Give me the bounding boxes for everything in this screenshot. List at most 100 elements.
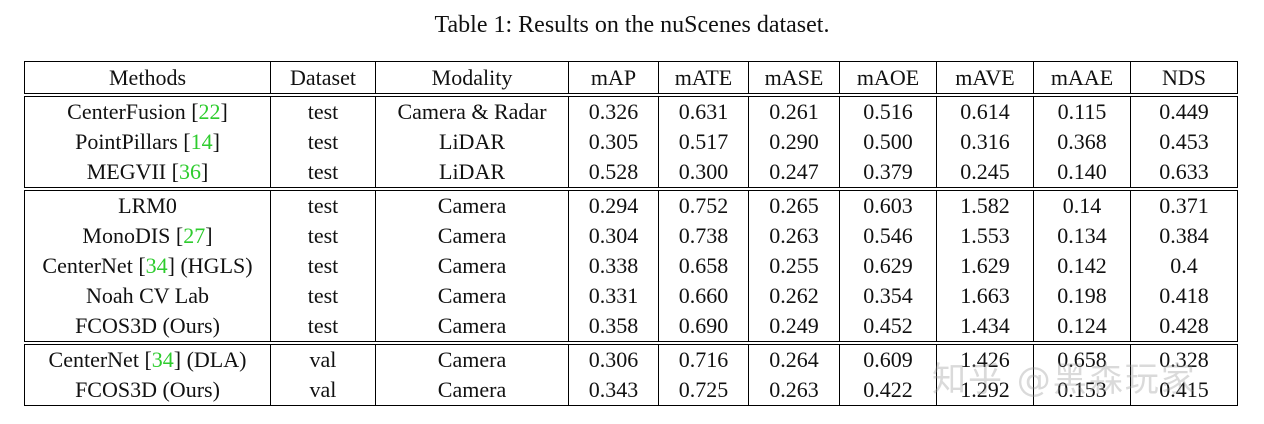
map-cell: 0.305 [568, 127, 659, 157]
mase-cell: 0.263 [748, 221, 840, 251]
modality-cell: Camera [375, 281, 569, 311]
method-variant: (DLA) [186, 347, 247, 372]
mate-cell: 0.752 [658, 187, 749, 221]
column-header: Dataset [270, 61, 376, 95]
table-row: FCOS3D (Ours) val Camera 0.343 0.725 0.263 0.4… [24, 375, 1238, 406]
method-cell: CenterFusion [22] [24, 93, 271, 127]
modality-cell: Camera [375, 375, 569, 406]
citation-link[interactable]: 14 [190, 129, 213, 154]
citation-link[interactable]: 27 [183, 223, 206, 248]
nds-cell: 0.328 [1130, 341, 1238, 375]
mate-cell: 0.631 [658, 93, 749, 127]
mave-cell: 1.292 [936, 375, 1034, 406]
citation-link[interactable]: 22 [198, 99, 221, 124]
table-body: CenterFusion [22] test Camera & Radar 0.326… [24, 93, 1238, 406]
method-name: MEGVII [86, 159, 167, 184]
maoe-cell: 0.354 [839, 281, 937, 311]
mate-cell: 0.738 [658, 221, 749, 251]
citation-link[interactable]: 34 [151, 347, 174, 372]
maoe-cell: 0.629 [839, 251, 937, 281]
dataset-cell: val [270, 341, 376, 375]
mave-cell: 1.426 [936, 341, 1034, 375]
maae-cell: 0.134 [1033, 221, 1131, 251]
method-name: PointPillars [75, 129, 178, 154]
table-row: MonoDIS [27] test Camera 0.304 0.738 0.263 0.5… [24, 221, 1238, 251]
column-header: NDS [1130, 61, 1238, 95]
method-cell: CenterNet [34] (HGLS) [24, 251, 271, 281]
maoe-cell: 0.516 [839, 93, 937, 127]
dataset-cell: test [270, 251, 376, 281]
modality-cell: Camera & Radar [375, 93, 569, 127]
maae-cell: 0.14 [1033, 187, 1131, 221]
mate-cell: 0.517 [658, 127, 749, 157]
map-cell: 0.343 [568, 375, 659, 406]
maoe-cell: 0.609 [839, 341, 937, 375]
nds-cell: 0.453 [1130, 127, 1238, 157]
nds-cell: 0.4 [1130, 251, 1238, 281]
mase-cell: 0.255 [748, 251, 840, 281]
maoe-cell: 0.379 [839, 157, 937, 189]
mave-cell: 0.245 [936, 157, 1034, 189]
dataset-cell: test [270, 281, 376, 311]
method-name: CenterFusion [67, 99, 186, 124]
results-table: Methods Dataset Modality mAP mATE mASE m… [24, 61, 1238, 406]
method-cell: CenterNet [34] (DLA) [24, 341, 271, 375]
method-name: Noah CV Lab [85, 283, 210, 308]
mate-cell: 0.660 [658, 281, 749, 311]
citation-link[interactable]: 34 [145, 253, 168, 278]
map-cell: 0.358 [568, 311, 659, 343]
mave-cell: 1.629 [936, 251, 1034, 281]
table-row: PointPillars [14] test LiDAR 0.305 0.517 0.29… [24, 127, 1238, 157]
maae-cell: 0.198 [1033, 281, 1131, 311]
maae-cell: 0.153 [1033, 375, 1131, 406]
dataset-cell: test [270, 311, 376, 343]
column-header: mAVE [936, 61, 1034, 95]
maae-cell: 0.142 [1033, 251, 1131, 281]
mate-cell: 0.690 [658, 311, 749, 343]
maoe-cell: 0.452 [839, 311, 937, 343]
map-cell: 0.326 [568, 93, 659, 127]
nds-cell: 0.449 [1130, 93, 1238, 127]
map-cell: 0.306 [568, 341, 659, 375]
mate-cell: 0.300 [658, 157, 749, 189]
dataset-cell: val [270, 375, 376, 406]
map-cell: 0.528 [568, 157, 659, 189]
dataset-cell: test [270, 93, 376, 127]
mave-cell: 0.316 [936, 127, 1034, 157]
mase-cell: 0.261 [748, 93, 840, 127]
citation-link[interactable]: 36 [178, 159, 201, 184]
mave-cell: 0.614 [936, 93, 1034, 127]
map-cell: 0.304 [568, 221, 659, 251]
modality-cell: Camera [375, 221, 569, 251]
column-header: Methods [24, 61, 271, 95]
modality-cell: Camera [375, 311, 569, 343]
mase-cell: 0.247 [748, 157, 840, 189]
method-cell: FCOS3D (Ours) [24, 375, 271, 406]
table-caption: Table 1: Results on the nuScenes dataset… [434, 12, 830, 38]
map-cell: 0.331 [568, 281, 659, 311]
mase-cell: 0.263 [748, 375, 840, 406]
nds-cell: 0.418 [1130, 281, 1238, 311]
mate-cell: 0.716 [658, 341, 749, 375]
mate-cell: 0.658 [658, 251, 749, 281]
mase-cell: 0.264 [748, 341, 840, 375]
method-name: CenterNet [48, 347, 139, 372]
column-header: mAOE [839, 61, 937, 95]
mave-cell: 1.663 [936, 281, 1034, 311]
mase-cell: 0.265 [748, 187, 840, 221]
column-header: mASE [748, 61, 840, 95]
maae-cell: 0.658 [1033, 341, 1131, 375]
table-row: CenterNet [34] (DLA) val Camera 0.306 0.716 0… [24, 341, 1238, 375]
method-cell: PointPillars [14] [24, 127, 271, 157]
table-row: CenterNet [34] (HGLS) test Camera 0.338 0.65… [24, 251, 1238, 281]
modality-cell: Camera [375, 251, 569, 281]
nds-cell: 0.415 [1130, 375, 1238, 406]
method-cell: LRM0 [24, 187, 271, 221]
method-name: MonoDIS [82, 223, 171, 248]
column-header: mAAE [1033, 61, 1131, 95]
table-row: MEGVII [36] test LiDAR 0.528 0.300 0.247 0.379… [24, 157, 1238, 189]
method-cell: FCOS3D (Ours) [24, 311, 271, 343]
mase-cell: 0.262 [748, 281, 840, 311]
maoe-cell: 0.500 [839, 127, 937, 157]
maoe-cell: 0.422 [839, 375, 937, 406]
